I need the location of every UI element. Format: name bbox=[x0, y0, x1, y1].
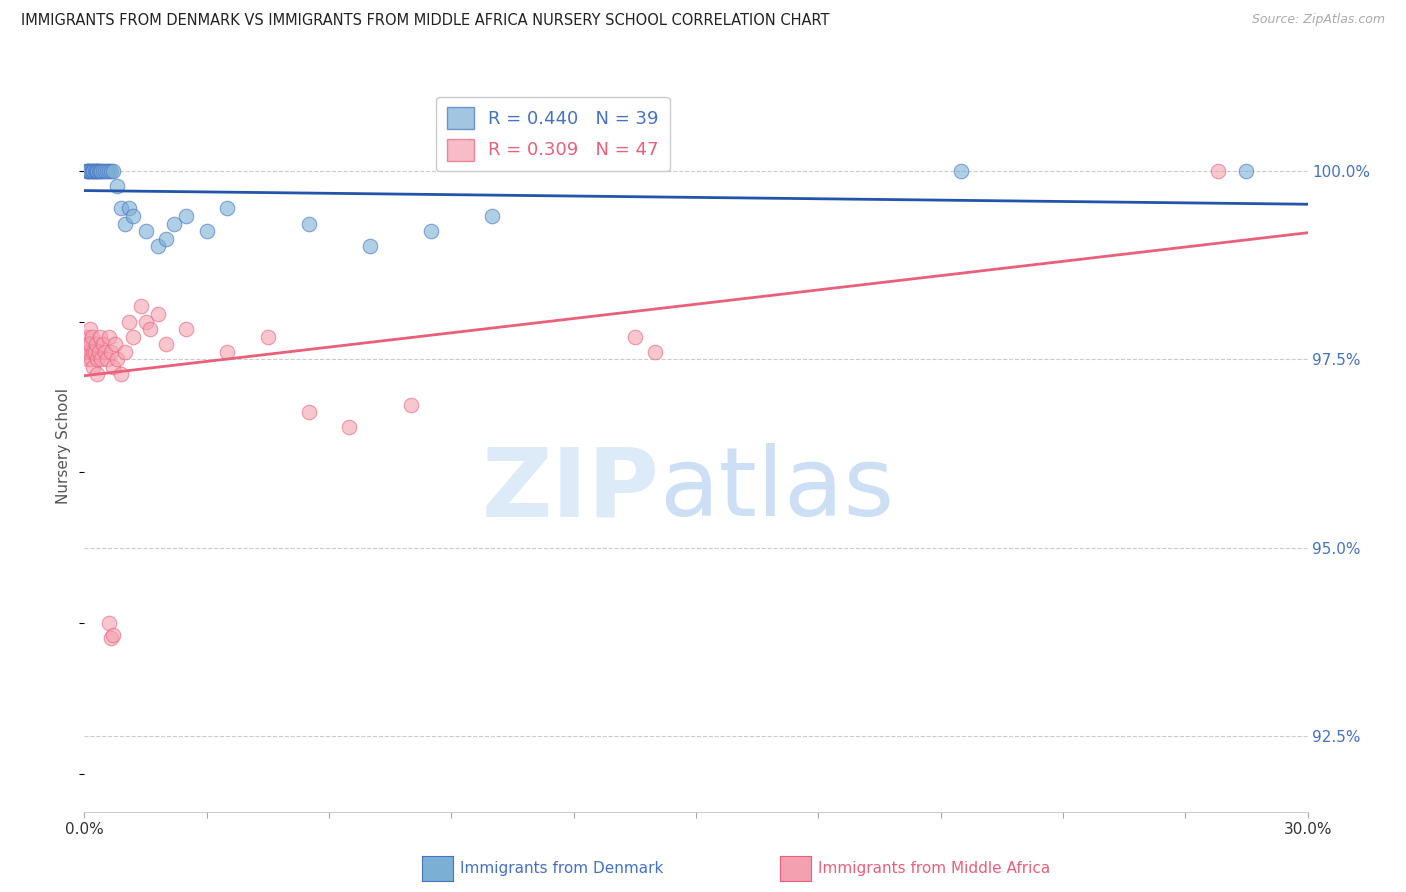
Point bbox=[146, 239, 169, 253]
Point bbox=[93, 163, 117, 178]
Point bbox=[77, 163, 100, 178]
Point bbox=[135, 224, 157, 238]
Point bbox=[86, 163, 108, 178]
Point bbox=[217, 202, 239, 216]
Point bbox=[105, 352, 128, 367]
Point bbox=[83, 163, 105, 178]
Text: atlas: atlas bbox=[659, 443, 894, 536]
Point bbox=[86, 352, 108, 367]
Point bbox=[79, 163, 101, 178]
Point bbox=[77, 163, 100, 178]
Point bbox=[481, 209, 503, 223]
Legend: R = 0.440   N = 39, R = 0.309   N = 47: R = 0.440 N = 39, R = 0.309 N = 47 bbox=[436, 96, 669, 171]
Point bbox=[110, 202, 132, 216]
Point bbox=[257, 329, 280, 343]
Point bbox=[89, 329, 111, 343]
Point bbox=[155, 232, 177, 246]
Point bbox=[339, 420, 361, 434]
Point bbox=[100, 344, 122, 359]
Point bbox=[97, 329, 120, 343]
Point bbox=[122, 209, 145, 223]
Point bbox=[298, 405, 321, 419]
Point bbox=[77, 337, 100, 351]
Point bbox=[80, 163, 103, 178]
Point bbox=[97, 616, 120, 631]
Point bbox=[76, 352, 98, 367]
Point bbox=[87, 344, 110, 359]
Point bbox=[75, 344, 97, 359]
Point bbox=[79, 337, 101, 351]
Point bbox=[90, 352, 112, 367]
Point bbox=[131, 300, 153, 314]
Point bbox=[118, 315, 141, 329]
Point bbox=[195, 224, 218, 238]
Point bbox=[174, 209, 197, 223]
Point bbox=[89, 163, 111, 178]
Point bbox=[644, 344, 666, 359]
Point bbox=[82, 163, 104, 178]
Text: Immigrants from Middle Africa: Immigrants from Middle Africa bbox=[818, 862, 1050, 876]
Point bbox=[101, 359, 124, 374]
Point bbox=[146, 307, 169, 321]
Point bbox=[82, 359, 104, 374]
Point bbox=[135, 315, 157, 329]
Point bbox=[138, 322, 160, 336]
Point bbox=[174, 322, 197, 336]
Point bbox=[100, 632, 122, 646]
Point bbox=[77, 344, 100, 359]
Text: ZIP: ZIP bbox=[481, 443, 659, 536]
Point bbox=[93, 344, 117, 359]
Y-axis label: Nursery School: Nursery School bbox=[56, 388, 72, 504]
Point bbox=[104, 337, 127, 351]
Text: Immigrants from Denmark: Immigrants from Denmark bbox=[460, 862, 664, 876]
Point bbox=[86, 368, 108, 382]
Point bbox=[75, 163, 97, 178]
Point bbox=[76, 163, 98, 178]
Point bbox=[80, 352, 103, 367]
Point bbox=[82, 163, 104, 178]
Point bbox=[950, 163, 973, 178]
Text: Source: ZipAtlas.com: Source: ZipAtlas.com bbox=[1251, 13, 1385, 27]
Point bbox=[298, 217, 321, 231]
Point bbox=[100, 163, 122, 178]
Point bbox=[96, 163, 118, 178]
Point bbox=[1206, 163, 1229, 178]
Point bbox=[122, 329, 145, 343]
Point bbox=[97, 163, 120, 178]
Point bbox=[118, 202, 141, 216]
Point bbox=[114, 217, 136, 231]
Point bbox=[82, 344, 104, 359]
Point bbox=[359, 239, 381, 253]
Point bbox=[86, 163, 108, 178]
Text: IMMIGRANTS FROM DENMARK VS IMMIGRANTS FROM MIDDLE AFRICA NURSERY SCHOOL CORRELAT: IMMIGRANTS FROM DENMARK VS IMMIGRANTS FR… bbox=[21, 13, 830, 29]
Point bbox=[399, 398, 422, 412]
Point bbox=[105, 178, 128, 193]
Point bbox=[110, 368, 132, 382]
Point bbox=[80, 329, 103, 343]
Point bbox=[91, 163, 114, 178]
Point bbox=[96, 352, 118, 367]
Point bbox=[87, 163, 110, 178]
Point bbox=[84, 337, 107, 351]
Point bbox=[217, 344, 239, 359]
Point bbox=[79, 322, 101, 336]
Point bbox=[91, 337, 114, 351]
Point bbox=[84, 163, 107, 178]
Point bbox=[1236, 163, 1258, 178]
Point bbox=[114, 344, 136, 359]
Point bbox=[155, 337, 177, 351]
Point bbox=[101, 627, 124, 641]
Point bbox=[76, 329, 98, 343]
Point bbox=[83, 344, 105, 359]
Point bbox=[163, 217, 186, 231]
Point bbox=[90, 163, 112, 178]
Point bbox=[624, 329, 647, 343]
Point bbox=[420, 224, 443, 238]
Point bbox=[101, 163, 124, 178]
